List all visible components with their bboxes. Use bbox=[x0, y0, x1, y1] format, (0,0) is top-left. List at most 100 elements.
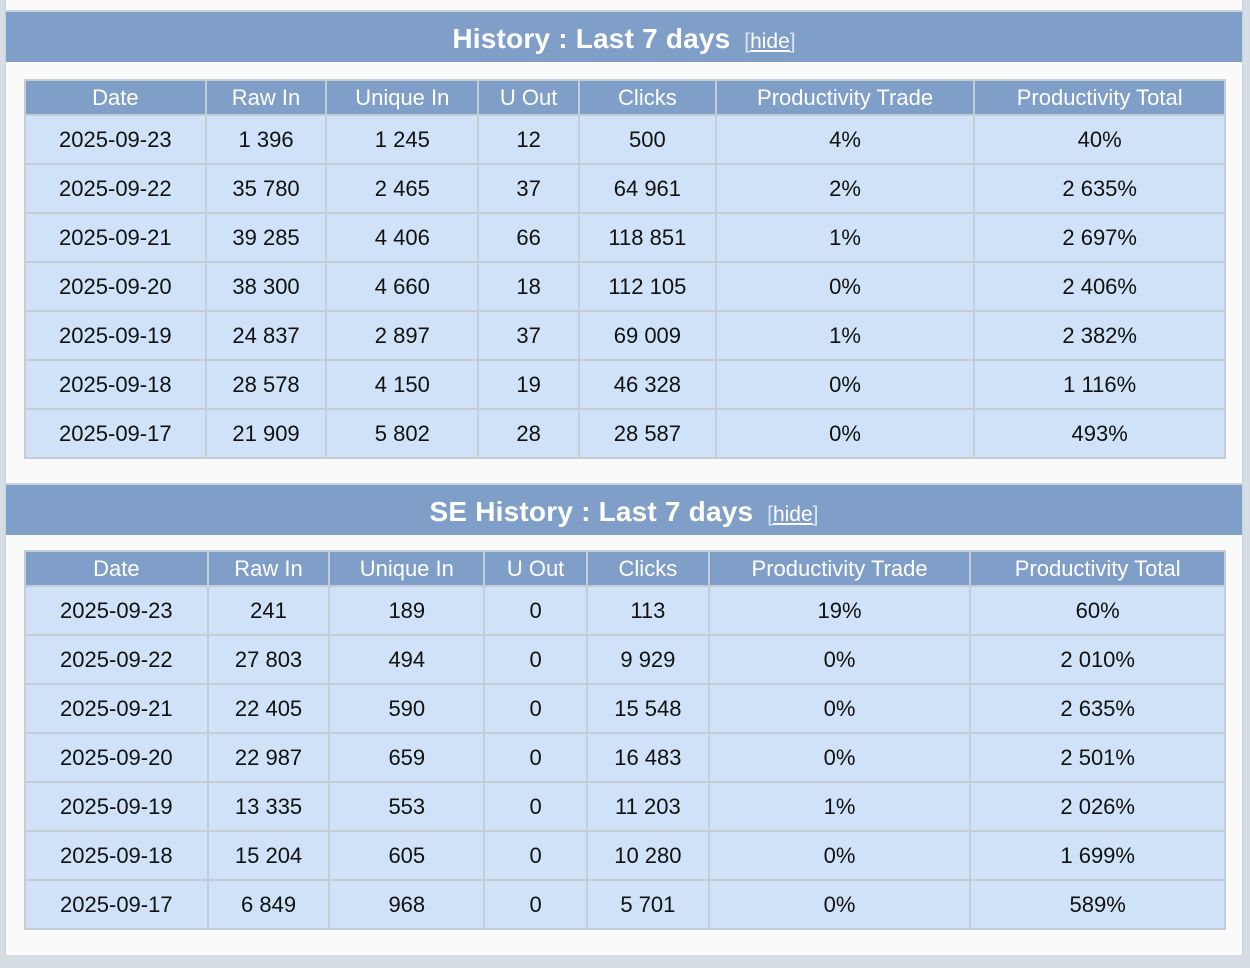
table-row: 2025-09-22 35 780 2 465 37 64 961 2% 2 635% bbox=[24, 163, 1226, 214]
cell-unique-in: 590 bbox=[328, 683, 486, 734]
cell-date: 2025-09-20 bbox=[24, 732, 209, 783]
column-header-productivity-total: Productivity Total bbox=[969, 550, 1226, 587]
cell-date: 2025-09-22 bbox=[24, 634, 209, 685]
cell-date: 2025-09-23 bbox=[24, 114, 207, 165]
table-row: 2025-09-18 15 204 605 0 10 280 0% 1 699% bbox=[24, 830, 1226, 881]
se-history-hide-control: [hide] bbox=[767, 503, 819, 526]
cell-date: 2025-09-18 bbox=[24, 359, 207, 410]
table-row: 2025-09-20 22 987 659 0 16 483 0% 2 501% bbox=[24, 732, 1226, 783]
cell-raw-in: 22 405 bbox=[206, 683, 331, 734]
se-history-panel-header: SE History : Last 7 days [hide] bbox=[6, 483, 1242, 535]
cell-clicks: 64 961 bbox=[578, 163, 717, 214]
column-header-productivity-total: Productivity Total bbox=[973, 79, 1226, 116]
cell-unique-in: 1 245 bbox=[325, 114, 480, 165]
table-row: 2025-09-21 22 405 590 0 15 548 0% 2 635% bbox=[24, 683, 1226, 734]
se-history-hide-link[interactable]: hide bbox=[772, 503, 813, 526]
table-row: 2025-09-17 6 849 968 0 5 701 0% 589% bbox=[24, 879, 1226, 930]
cell-unique-in: 4 660 bbox=[325, 261, 480, 312]
column-header-date: Date bbox=[24, 79, 207, 116]
cell-date: 2025-09-23 bbox=[24, 585, 209, 636]
history-table-header-row: Date Raw In Unique In U Out Clicks Produ… bbox=[24, 79, 1226, 116]
cell-clicks: 113 bbox=[585, 585, 710, 636]
cell-unique-in: 605 bbox=[328, 830, 486, 881]
column-header-u-out: U Out bbox=[477, 79, 580, 116]
column-header-raw-in: Raw In bbox=[206, 550, 331, 587]
column-header-clicks: Clicks bbox=[578, 79, 717, 116]
cell-raw-in: 21 909 bbox=[204, 408, 328, 459]
cell-raw-in: 28 578 bbox=[204, 359, 328, 410]
cell-productivity-trade: 1% bbox=[707, 781, 972, 832]
cell-productivity-total: 40% bbox=[973, 114, 1226, 165]
cell-date: 2025-09-17 bbox=[24, 408, 207, 459]
cell-productivity-trade: 0% bbox=[707, 830, 972, 881]
cell-u-out: 37 bbox=[477, 310, 580, 361]
cell-unique-in: 4 150 bbox=[325, 359, 480, 410]
table-row: 2025-09-20 38 300 4 660 18 112 105 0% 2 406% bbox=[24, 261, 1226, 312]
cell-u-out: 37 bbox=[477, 163, 580, 214]
cell-productivity-trade: 1% bbox=[714, 310, 976, 361]
cell-clicks: 5 701 bbox=[585, 879, 710, 930]
cell-date: 2025-09-21 bbox=[24, 683, 209, 734]
column-header-date: Date bbox=[24, 550, 209, 587]
cell-unique-in: 2 465 bbox=[325, 163, 480, 214]
cell-unique-in: 659 bbox=[328, 732, 486, 783]
table-row: 2025-09-21 39 285 4 406 66 118 851 1% 2 697% bbox=[24, 212, 1226, 263]
cell-clicks: 10 280 bbox=[585, 830, 710, 881]
history-table: Date Raw In Unique In U Out Clicks Produ… bbox=[24, 79, 1226, 459]
cell-clicks: 118 851 bbox=[578, 212, 717, 263]
panel-top-strip bbox=[6, 0, 1242, 10]
cell-date: 2025-09-21 bbox=[24, 212, 207, 263]
cell-productivity-trade: 0% bbox=[714, 261, 976, 312]
cell-clicks: 9 929 bbox=[585, 634, 710, 685]
se-history-table: Date Raw In Unique In U Out Clicks Produ… bbox=[24, 550, 1226, 930]
cell-u-out: 12 bbox=[477, 114, 580, 165]
cell-productivity-trade: 4% bbox=[714, 114, 976, 165]
cell-productivity-trade: 0% bbox=[714, 359, 976, 410]
column-header-productivity-trade: Productivity Trade bbox=[714, 79, 976, 116]
cell-raw-in: 6 849 bbox=[206, 879, 331, 930]
cell-productivity-trade: 0% bbox=[707, 683, 972, 734]
cell-productivity-trade: 0% bbox=[707, 732, 972, 783]
cell-u-out: 0 bbox=[483, 781, 588, 832]
table-row: 2025-09-19 13 335 553 0 11 203 1% 2 026% bbox=[24, 781, 1226, 832]
cell-unique-in: 4 406 bbox=[325, 212, 480, 263]
cell-productivity-total: 2 501% bbox=[969, 732, 1226, 783]
cell-raw-in: 38 300 bbox=[204, 261, 328, 312]
column-header-unique-in: Unique In bbox=[328, 550, 486, 587]
cell-u-out: 18 bbox=[477, 261, 580, 312]
cell-unique-in: 968 bbox=[328, 879, 486, 930]
table-row: 2025-09-19 24 837 2 897 37 69 009 1% 2 382% bbox=[24, 310, 1226, 361]
cell-clicks: 11 203 bbox=[585, 781, 710, 832]
cell-u-out: 19 bbox=[477, 359, 580, 410]
cell-productivity-total: 60% bbox=[969, 585, 1226, 636]
table-row: 2025-09-18 28 578 4 150 19 46 328 0% 1 116% bbox=[24, 359, 1226, 410]
cell-unique-in: 5 802 bbox=[325, 408, 480, 459]
cell-date: 2025-09-22 bbox=[24, 163, 207, 214]
cell-date: 2025-09-18 bbox=[24, 830, 209, 881]
se-history-title: SE History : Last 7 days bbox=[429, 496, 754, 527]
cell-productivity-trade: 19% bbox=[707, 585, 972, 636]
cell-clicks: 69 009 bbox=[578, 310, 717, 361]
cell-date: 2025-09-19 bbox=[24, 310, 207, 361]
se-history-table-header-row: Date Raw In Unique In U Out Clicks Produ… bbox=[24, 550, 1226, 587]
cell-clicks: 46 328 bbox=[578, 359, 717, 410]
cell-date: 2025-09-20 bbox=[24, 261, 207, 312]
cell-productivity-trade: 2% bbox=[714, 163, 976, 214]
cell-date: 2025-09-19 bbox=[24, 781, 209, 832]
table-row: 2025-09-23 1 396 1 245 12 500 4% 40% bbox=[24, 114, 1226, 165]
cell-clicks: 28 587 bbox=[578, 408, 717, 459]
cell-productivity-total: 493% bbox=[973, 408, 1226, 459]
cell-productivity-total: 2 635% bbox=[973, 163, 1226, 214]
column-header-raw-in: Raw In bbox=[204, 79, 328, 116]
cell-u-out: 0 bbox=[483, 683, 588, 734]
cell-productivity-trade: 0% bbox=[707, 634, 972, 685]
cell-productivity-total: 2 382% bbox=[973, 310, 1226, 361]
cell-raw-in: 24 837 bbox=[204, 310, 328, 361]
history-hide-link[interactable]: hide bbox=[750, 30, 790, 53]
cell-productivity-total: 2 635% bbox=[969, 683, 1226, 734]
cell-clicks: 15 548 bbox=[585, 683, 710, 734]
cell-raw-in: 1 396 bbox=[204, 114, 328, 165]
cell-clicks: 112 105 bbox=[578, 261, 717, 312]
cell-unique-in: 189 bbox=[328, 585, 486, 636]
cell-productivity-total: 1 699% bbox=[969, 830, 1226, 881]
